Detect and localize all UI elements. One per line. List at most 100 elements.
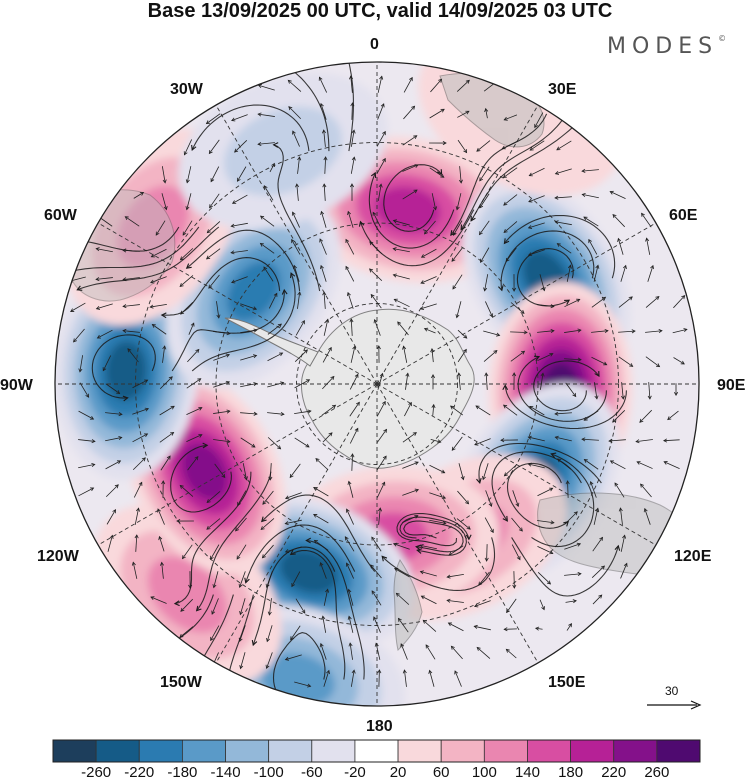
- wind-vector: [446, 598, 464, 603]
- wind-vector: [479, 166, 490, 182]
- streamline-arrowhead: [298, 705, 305, 706]
- streamline-arrowhead: [503, 238, 510, 245]
- wind-vector: [529, 140, 545, 151]
- wind-vector: [180, 598, 194, 612]
- wind-vector: [502, 404, 518, 416]
- wind-vector: [294, 409, 312, 414]
- label-lon-150e: 150E: [548, 674, 586, 691]
- wind-vector: [392, 247, 410, 253]
- streamline-arrowhead: [564, 299, 571, 305]
- wind-vector: [297, 291, 302, 309]
- wind-vector: [635, 439, 653, 444]
- wind-vector: [289, 463, 301, 479]
- wind-vector: [565, 382, 577, 398]
- wind-vector: [345, 508, 354, 525]
- wind-vector: [78, 462, 96, 469]
- streamline: [533, 360, 600, 412]
- brand-name: MODES: [607, 34, 719, 59]
- colorbar-tick-label: -60: [300, 764, 323, 781]
- wind-vector: [377, 75, 384, 93]
- wind-vector: [240, 411, 258, 416]
- streamline: [252, 546, 336, 646]
- streamline: [504, 385, 627, 430]
- label-lon-30w: 30W: [170, 81, 203, 98]
- label-lon-30e: 30E: [548, 81, 577, 98]
- wind-vector: [371, 590, 382, 606]
- wind-vector: [608, 438, 626, 443]
- label-lon-90e: 90E: [717, 377, 746, 394]
- wind-vector: [315, 458, 328, 470]
- wind-vector: [500, 438, 518, 443]
- wind-vector: [240, 303, 258, 311]
- wind-vector: [393, 298, 410, 308]
- wind-vector: [564, 298, 581, 308]
- wind-vector: [257, 141, 275, 146]
- anomaly-negative-90W: [55, 261, 199, 480]
- wind-vector: [320, 210, 327, 228]
- wind-vector: [419, 570, 437, 577]
- wind-vector: [78, 355, 84, 373]
- label-lon-180: 180: [366, 718, 393, 735]
- streamline-arrowhead: [173, 600, 180, 607]
- wind-vector: [323, 669, 330, 687]
- streamline-arrowhead: [415, 544, 422, 551]
- wind-vector: [645, 295, 660, 308]
- colorbar-swatch: [656, 739, 701, 763]
- wind-vector: [376, 400, 386, 417]
- wind-vector: [235, 517, 247, 532]
- wind-vector: [429, 108, 445, 119]
- wind-vector: [612, 214, 625, 228]
- colorbar-swatch: [397, 739, 442, 763]
- wind-vector: [132, 457, 146, 471]
- wind-vector: [295, 319, 305, 336]
- streamline: [517, 356, 607, 422]
- meridian-line: [97, 222, 378, 385]
- label-lon-150w: 150W: [160, 674, 202, 691]
- wind-vector: [528, 195, 545, 203]
- colorbar-tick-label: -220: [124, 764, 155, 781]
- wind-vector: [213, 409, 231, 414]
- wind-vector: [428, 669, 435, 687]
- streamline: [399, 516, 467, 556]
- wind-vector: [618, 356, 634, 367]
- streamline: [191, 104, 310, 152]
- wind-vector: [594, 382, 599, 400]
- wind-vector: [347, 480, 354, 498]
- streamline: [383, 164, 443, 232]
- colorbar-tick-label: -100: [253, 764, 284, 781]
- wind-vector: [512, 571, 517, 589]
- streamline-arrowhead: [272, 142, 279, 148]
- wind-vector: [402, 488, 420, 496]
- wind-vector: [537, 328, 555, 333]
- wind-vector: [369, 268, 383, 281]
- streamline-arrowhead: [76, 285, 83, 291]
- wind-vector: [267, 323, 282, 335]
- wind-vector: [484, 107, 489, 119]
- wind-vector: [392, 542, 410, 550]
- wind-vector: [291, 571, 301, 588]
- wind-vector: [371, 536, 382, 552]
- wind-vector: [284, 519, 302, 526]
- colorbar: [52, 739, 701, 763]
- colorbar-swatch: [527, 739, 572, 763]
- wind-vector: [636, 461, 653, 469]
- wind-vector: [159, 431, 175, 443]
- streamline-arrowhead: [289, 549, 296, 556]
- wind-vector: [349, 401, 360, 417]
- streamline-arrowhead: [550, 452, 557, 458]
- colorbar-swatch: [311, 739, 356, 763]
- streamline: [186, 229, 301, 292]
- wind-vector: [473, 624, 491, 631]
- wind-vector: [259, 242, 275, 254]
- wind-vector: [647, 264, 655, 282]
- streamline-arrowhead: [160, 312, 167, 319]
- wind-vector: [419, 303, 437, 310]
- wind-vector: [609, 460, 626, 470]
- wind-vector: [209, 193, 220, 209]
- wind-vector: [451, 247, 463, 262]
- wind-vector: [431, 193, 438, 211]
- colorbar-swatch: [95, 739, 140, 763]
- wind-vector: [322, 375, 335, 390]
- wind-vector: [377, 103, 385, 120]
